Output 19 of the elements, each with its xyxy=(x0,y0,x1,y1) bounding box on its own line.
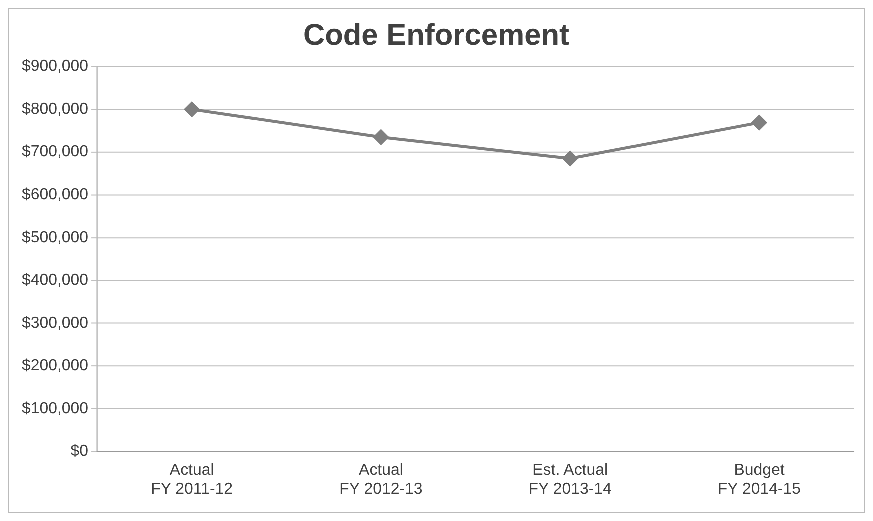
point xyxy=(562,151,578,166)
chart-title: Code Enforcement xyxy=(304,19,570,52)
y-tick-label: $200,000 xyxy=(22,358,89,375)
y-tick-label: $900,000 xyxy=(22,58,89,76)
x-tick-label: Budget FY 2014-15 xyxy=(718,462,802,498)
y-tick-label: $500,000 xyxy=(22,229,89,246)
x-tick-label: Est. Actual FY 2013-14 xyxy=(528,462,612,498)
y-tick-label: $600,000 xyxy=(22,186,89,204)
y-tick-label: $0 xyxy=(70,443,89,460)
y-tick-label: $300,000 xyxy=(22,314,89,332)
x-tick-label: Actual FY 2012-13 xyxy=(340,462,423,498)
x-tick-label: Actual FY 2011-12 xyxy=(151,462,234,498)
point xyxy=(752,115,767,130)
y-tick-label: $100,000 xyxy=(22,400,89,418)
y-tick-label: $700,000 xyxy=(22,144,89,161)
y-tick-label: $400,000 xyxy=(22,272,89,290)
y-tick-label: $800,000 xyxy=(22,100,89,118)
point xyxy=(184,102,200,118)
point xyxy=(374,130,389,145)
